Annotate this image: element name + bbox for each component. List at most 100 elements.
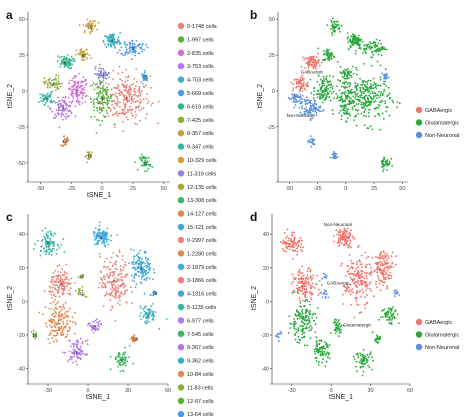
point bbox=[139, 46, 142, 49]
point bbox=[101, 96, 103, 98]
point bbox=[56, 87, 59, 90]
point bbox=[360, 295, 363, 298]
point bbox=[349, 293, 352, 296]
point bbox=[84, 95, 87, 98]
point bbox=[60, 244, 63, 246]
point bbox=[121, 71, 124, 74]
point bbox=[89, 20, 91, 23]
point bbox=[99, 282, 101, 285]
point bbox=[98, 86, 100, 89]
point bbox=[56, 248, 58, 251]
point bbox=[379, 101, 381, 104]
point bbox=[74, 323, 77, 326]
point bbox=[55, 83, 58, 86]
point bbox=[67, 114, 70, 117]
point bbox=[140, 153, 143, 156]
point bbox=[94, 67, 96, 70]
point bbox=[362, 348, 365, 351]
point bbox=[361, 263, 363, 265]
point bbox=[355, 268, 357, 270]
point bbox=[303, 291, 305, 294]
point bbox=[116, 98, 119, 100]
point bbox=[121, 120, 124, 123]
point bbox=[361, 97, 364, 100]
point bbox=[357, 40, 360, 43]
point bbox=[122, 111, 125, 113]
point bbox=[85, 82, 88, 85]
point bbox=[135, 274, 138, 276]
point bbox=[351, 91, 354, 94]
point bbox=[68, 82, 70, 85]
point bbox=[117, 290, 120, 293]
point bbox=[383, 90, 385, 93]
point bbox=[354, 108, 357, 111]
point bbox=[120, 291, 123, 293]
legend-label: 9-362 cells bbox=[187, 359, 214, 365]
point bbox=[370, 270, 373, 273]
point bbox=[120, 364, 122, 367]
point bbox=[353, 316, 356, 319]
point bbox=[106, 227, 109, 230]
point bbox=[349, 233, 352, 236]
cluster-0: 0 bbox=[97, 233, 134, 322]
point bbox=[385, 74, 388, 77]
point bbox=[299, 246, 302, 249]
point bbox=[131, 279, 134, 282]
point bbox=[384, 100, 387, 102]
point bbox=[74, 115, 77, 118]
point bbox=[125, 84, 128, 87]
point bbox=[323, 50, 325, 52]
point bbox=[335, 153, 338, 156]
point bbox=[343, 104, 345, 107]
point bbox=[388, 265, 391, 268]
cluster-3: 3 bbox=[49, 96, 81, 129]
point bbox=[58, 315, 61, 318]
point bbox=[311, 316, 313, 319]
point bbox=[128, 86, 131, 89]
point bbox=[312, 61, 314, 64]
point bbox=[366, 263, 368, 266]
point bbox=[307, 62, 310, 65]
point bbox=[377, 103, 380, 106]
point bbox=[95, 132, 98, 134]
point bbox=[331, 23, 334, 26]
point bbox=[123, 84, 126, 86]
point bbox=[56, 265, 59, 268]
point bbox=[313, 99, 316, 102]
point bbox=[129, 43, 132, 46]
point bbox=[385, 106, 387, 108]
cluster-14 bbox=[321, 272, 328, 280]
point bbox=[316, 345, 319, 348]
point bbox=[388, 277, 391, 280]
point bbox=[129, 49, 132, 52]
point bbox=[105, 82, 107, 85]
x-tick-label: -30 bbox=[288, 388, 296, 394]
point bbox=[118, 303, 121, 306]
cluster-10 bbox=[371, 331, 382, 344]
point bbox=[322, 77, 325, 80]
point bbox=[82, 55, 85, 58]
point bbox=[32, 329, 35, 332]
point bbox=[295, 80, 298, 83]
point bbox=[52, 117, 55, 119]
point bbox=[71, 100, 74, 102]
point bbox=[366, 294, 368, 296]
point bbox=[131, 114, 134, 116]
point bbox=[386, 160, 388, 163]
point bbox=[96, 110, 99, 112]
point bbox=[356, 281, 359, 284]
point bbox=[390, 277, 393, 279]
point bbox=[362, 106, 365, 109]
point bbox=[293, 100, 295, 103]
point bbox=[359, 352, 361, 355]
cluster-8: 8 bbox=[75, 48, 93, 62]
point bbox=[144, 117, 147, 120]
point bbox=[99, 228, 101, 231]
point bbox=[128, 47, 131, 49]
point bbox=[297, 277, 300, 280]
point bbox=[364, 48, 366, 50]
point bbox=[396, 101, 399, 103]
point bbox=[118, 295, 121, 298]
point bbox=[100, 238, 102, 240]
point bbox=[142, 267, 144, 269]
